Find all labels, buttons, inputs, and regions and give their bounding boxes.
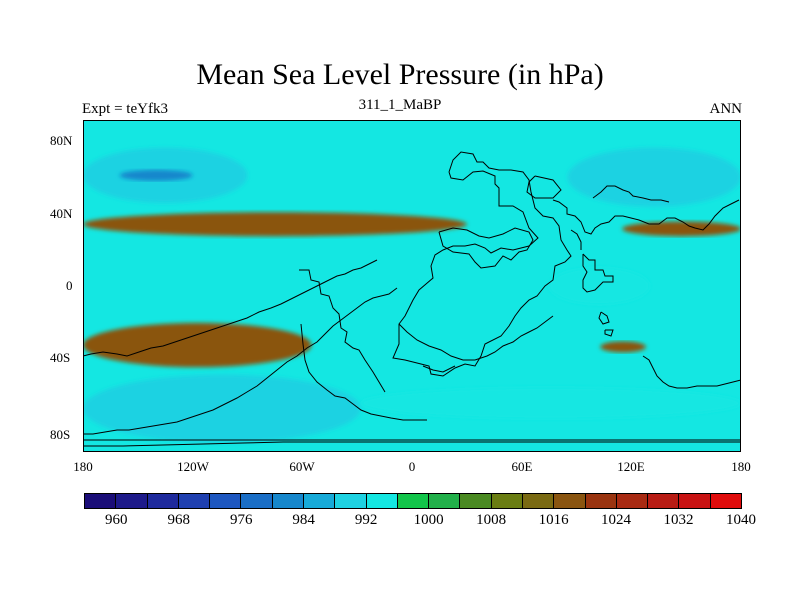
colorbar-segment [85, 494, 117, 508]
colorbar-segment [335, 494, 367, 508]
colorbar-segment [303, 494, 336, 508]
colorbar-segment [679, 494, 711, 508]
x-tick-label: 60E [511, 459, 533, 474]
experiment-label: Expt = teYfk3 [82, 101, 168, 117]
coastline-outlines [83, 151, 741, 447]
colorbar-label: 1040 [726, 512, 756, 528]
pressure-region [360, 387, 741, 419]
colorbar-segment [429, 494, 461, 508]
y-tick-label: 0 [66, 278, 73, 293]
colorbar-segment [585, 494, 617, 508]
colorbar-label: 1000 [413, 512, 444, 528]
colorbar-segment [710, 494, 741, 508]
colorbar-label: 960 [104, 512, 128, 528]
colorbar-segment [522, 494, 555, 508]
pressure-region [600, 341, 646, 353]
pressure-region [83, 212, 467, 237]
period-label: 311_1_MaBP [358, 97, 442, 113]
colorbar-segment [147, 494, 179, 508]
pressure-region [83, 322, 312, 368]
y-tick-label: 40S [50, 350, 71, 365]
y-tick-label: 40N [50, 206, 73, 221]
colorbar-segment [272, 494, 304, 508]
colorbar-segment [397, 494, 430, 508]
colorbar-label: 1024 [601, 512, 632, 528]
colorbar-label: 968 [167, 512, 190, 528]
x-tick-label: 120E [617, 459, 645, 474]
colorbar-segment [491, 494, 523, 508]
pressure-region [567, 147, 741, 207]
colorbar-segment [178, 494, 211, 508]
y-tick-label: 80S [50, 427, 71, 442]
season-label: ANN [709, 101, 743, 117]
colorbar-label: 984 [292, 512, 315, 528]
colorbar-label: 1032 [663, 512, 694, 528]
colorbar-label: 1008 [476, 512, 507, 528]
colorbar-segment [366, 494, 398, 508]
pressure-region [119, 169, 193, 181]
colorbar-segment [648, 494, 680, 508]
colorbar [84, 493, 742, 509]
colorbar-segment [554, 494, 586, 508]
x-tick-label: 60W [289, 459, 315, 474]
colorbar-segment [116, 494, 148, 508]
colorbar-segment [460, 494, 492, 508]
y-tick-label: 80N [50, 133, 73, 148]
colorbar-label: 976 [229, 512, 253, 528]
x-tick-label: 0 [408, 459, 416, 474]
map-title: Mean Sea Level Pressure (in hPa) [196, 58, 604, 91]
x-tick-label: 120W [177, 459, 209, 474]
colorbar-segment [616, 494, 649, 508]
colorbar-segment [241, 494, 273, 508]
colorbar-label: 1016 [538, 512, 569, 528]
pressure-region [83, 374, 361, 443]
colorbar-label: 992 [354, 512, 378, 528]
colorbar-segment [210, 494, 242, 508]
x-tick-label: 180 [731, 459, 751, 474]
x-tick-label: 180 [73, 459, 93, 474]
pressure-map [83, 120, 741, 452]
pressure-region [622, 221, 741, 237]
